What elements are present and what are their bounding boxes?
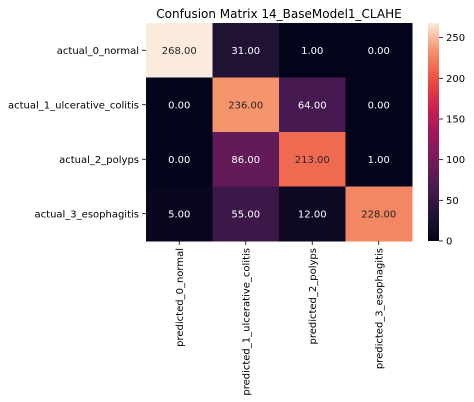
heatmap-cell [212, 132, 280, 187]
row-tick-label: actual_3_esophagitis [35, 209, 139, 220]
cell-value-label: 0.00 [368, 100, 390, 111]
cell-value-label: 1.00 [368, 155, 390, 166]
colorbar-ticks: 0 50 100 150 200 250 [439, 33, 465, 248]
colorbar-tick-label: 150 [446, 114, 465, 125]
colorbar: 0 50 100 150 200 250 [428, 23, 465, 248]
colorbar-tick-label: 250 [446, 33, 465, 44]
column-tick-label: predicted_0_normal [175, 248, 186, 347]
cell-value-label: 228.00 [361, 209, 396, 220]
row-tick-label: actual_1_ulcerative_colitis [8, 100, 139, 111]
cell-value-label: 31.00 [231, 46, 260, 57]
colorbar-tick-label: 0 [446, 237, 452, 248]
cell-value-label: 0.00 [368, 46, 390, 57]
heatmap-cell [279, 132, 346, 187]
cell-value-label: 1.00 [301, 46, 323, 57]
heatmap-cell [345, 23, 413, 78]
heatmap-cells: 268.00 31.00 1.00 0.00 0.00 236.00 64.00 0.00 0.… [146, 23, 413, 242]
heatmap-cell [212, 23, 280, 78]
heatmap-cell [146, 23, 213, 78]
cell-value-label: 86.00 [231, 155, 260, 166]
heatmap-cell [279, 23, 346, 78]
column-tick-label: predicted_1_ulcerative_colitis [241, 248, 252, 396]
colorbar-tick-label: 100 [446, 155, 465, 166]
heatmap-cell [146, 186, 213, 242]
cell-value-label: 0.00 [168, 155, 190, 166]
row-tick-labels: actual_0_normal actual_1_ulcerative_colit… [8, 46, 146, 220]
heatmap-cell [345, 77, 413, 133]
heatmap-cell [345, 132, 413, 187]
cell-value-label: 236.00 [228, 100, 263, 111]
colorbar-tick-label: 200 [446, 74, 465, 85]
heatmap-cell [345, 186, 413, 242]
heatmap-cell [279, 186, 346, 242]
cell-value-label: 5.00 [168, 209, 190, 220]
cell-value-label: 0.00 [168, 100, 190, 111]
column-tick-label: predicted_2_polyps [308, 248, 319, 345]
column-tick-labels: predicted_0_normal predicted_1_ulcerative… [175, 241, 385, 396]
row-tick-label: actual_2_polyps [59, 155, 139, 166]
colorbar-tick-label: 50 [446, 196, 459, 207]
cell-value-label: 213.00 [295, 155, 330, 166]
cell-value-label: 64.00 [298, 100, 327, 111]
colorbar-gradient [428, 23, 439, 241]
heatmap-cell [212, 186, 280, 242]
cell-value-label: 268.00 [162, 46, 197, 57]
heatmap-cell [146, 132, 213, 187]
column-tick-label: predicted_3_esophagitis [374, 248, 385, 369]
heatmap-cell [212, 77, 280, 133]
cell-value-label: 55.00 [231, 209, 260, 220]
chart-title: Confusion Matrix 14_BaseModel1_CLAHE [156, 7, 401, 21]
cell-value-label: 12.00 [298, 209, 327, 220]
row-tick-label: actual_0_normal [57, 46, 139, 57]
heatmap-cell [279, 77, 346, 133]
heatmap-cell [146, 77, 213, 133]
